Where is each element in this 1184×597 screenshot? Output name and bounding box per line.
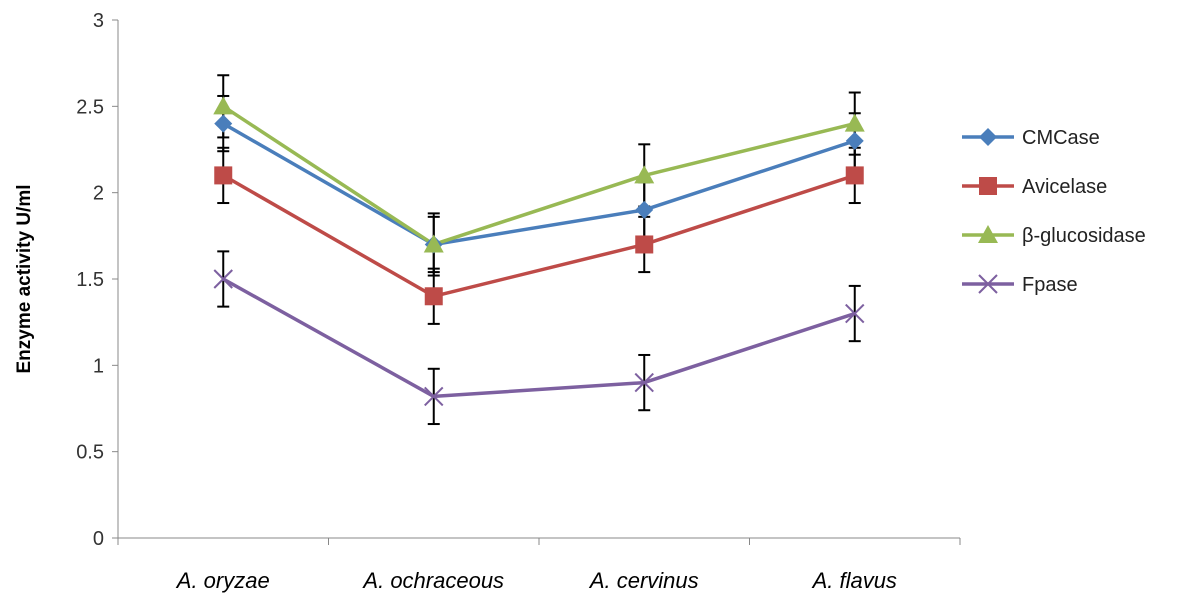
data-point-cmcase xyxy=(635,200,654,219)
series-markers xyxy=(213,96,865,407)
legend-label-cmcase: CMCase xyxy=(1022,127,1100,149)
data-point-fpase xyxy=(424,386,444,407)
x-category-label: A. ochraceous xyxy=(361,568,504,593)
data-point-avicelase xyxy=(424,287,443,306)
data-point-fpase xyxy=(213,269,233,289)
marker-stroke xyxy=(634,372,654,393)
data-point-avicelase xyxy=(845,166,864,185)
legend-marker-avicelase xyxy=(979,177,997,195)
axes xyxy=(112,19,961,545)
data-point-glucosidase xyxy=(634,165,655,184)
y-tick-label: 3 xyxy=(93,10,104,32)
series-line-fpase xyxy=(222,277,856,399)
data-point-glucosidase xyxy=(423,234,444,253)
data-point-avicelase xyxy=(635,235,654,254)
data-point-glucosidase xyxy=(844,113,865,132)
series-line-glucosidase xyxy=(222,104,856,247)
data-point-cmcase xyxy=(845,131,864,150)
y-axis-label: Enzyme activity U/ml xyxy=(14,184,35,373)
data-point-glucosidase xyxy=(213,96,234,115)
x-category-label: A. cervinus xyxy=(588,568,699,593)
marker-stroke xyxy=(424,386,444,407)
legend-label-avicelase: Avicelase xyxy=(1022,176,1107,198)
series-line-avicelase xyxy=(222,173,856,299)
x-category-label: A. oryzae xyxy=(175,568,270,593)
legend-label-fpase: Fpase xyxy=(1022,274,1078,296)
series-lines xyxy=(222,104,856,399)
x-category-label: A. flavus xyxy=(811,568,897,593)
error-bars xyxy=(217,74,861,426)
legend-marker-cmcase xyxy=(979,128,997,146)
data-point-cmcase xyxy=(214,114,233,133)
legend-marker-glucosidase xyxy=(978,225,998,243)
y-tick-label: 2 xyxy=(93,183,104,205)
legend-label-glucosidase: β-glucosidase xyxy=(1022,225,1146,247)
data-point-fpase xyxy=(634,372,654,393)
marker-stroke xyxy=(845,303,865,324)
data-point-avicelase xyxy=(214,166,233,185)
y-tick-label: 0.5 xyxy=(76,442,104,464)
series-line-cmcase xyxy=(222,122,856,247)
y-tick-labels: 0 0.5 1 1.5 2 2.5 3 xyxy=(76,10,104,550)
legend: CMCase Avicelase β-glucosidase Fpase xyxy=(962,127,1146,296)
x-category-labels: A. oryzae A. ochraceous A. cervinus A. flav… xyxy=(175,568,897,593)
y-tick-label: 1 xyxy=(93,355,104,377)
legend-marker-fpase xyxy=(978,274,998,294)
data-point-fpase xyxy=(845,303,865,324)
y-tick-label: 1.5 xyxy=(76,269,104,291)
marker-stroke xyxy=(213,269,233,289)
y-tick-label: 2.5 xyxy=(76,96,104,118)
y-tick-label: 0 xyxy=(93,528,104,550)
marker-stroke xyxy=(978,274,998,294)
